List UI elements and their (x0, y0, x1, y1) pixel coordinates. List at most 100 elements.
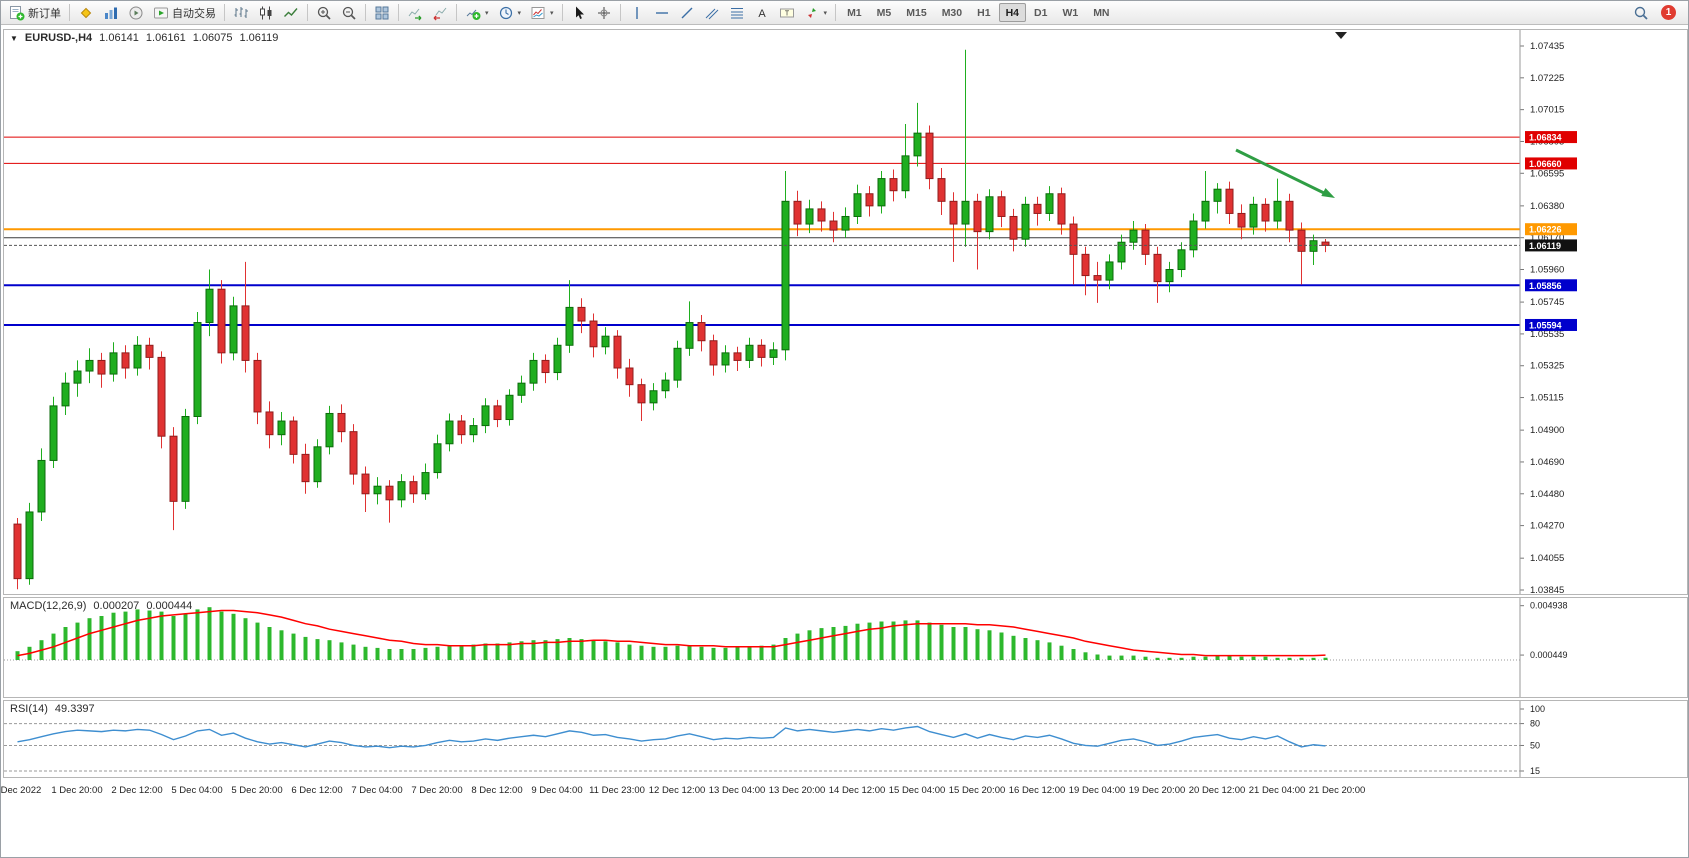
rsi-tick-label: 100 (1530, 704, 1545, 714)
hline-1.05594[interactable]: 1.05594 (4, 318, 1577, 331)
chart-shift-marker[interactable] (1335, 32, 1347, 39)
autotrading-button[interactable]: 自动交易 (149, 3, 220, 23)
auto-scroll-button[interactable] (403, 3, 427, 23)
candle (493, 399, 502, 428)
candle-body (877, 178, 886, 207)
macd-panel[interactable]: 0.004938 0.000449 MACD(12,26,9) 0.000207 … (3, 597, 1688, 698)
macd-bar (723, 647, 728, 660)
macd-bar (87, 618, 92, 660)
macd-bar (879, 621, 884, 660)
candle-body (169, 435, 178, 502)
timeframe-m30-button[interactable]: M30 (941, 6, 963, 19)
timeframe-h1-button[interactable]: H1 (977, 6, 991, 19)
candle-body (349, 431, 358, 475)
market-watch-button[interactable] (99, 3, 123, 23)
candle-body (937, 178, 946, 202)
candle (397, 474, 406, 508)
cursor-button[interactable] (567, 3, 591, 23)
trendline-button[interactable] (675, 3, 699, 23)
price-tick-label: 1.04270 (1530, 521, 1564, 532)
rsi-svg[interactable]: 100 80 50 15 (4, 701, 1687, 777)
templates-button[interactable]: ▾ (526, 3, 558, 23)
macd-bar (915, 620, 920, 660)
candle-body (37, 459, 46, 513)
collapse-icon[interactable]: ▼ (10, 33, 18, 43)
macd-svg[interactable]: 0.004938 0.000449 (4, 598, 1687, 697)
macd-bar (75, 622, 80, 660)
candle (1021, 196, 1030, 247)
crosshair-button[interactable] (592, 3, 616, 23)
macd-bar (735, 646, 740, 660)
timeframe-d1-button[interactable]: D1 (1034, 6, 1048, 19)
candle-body (553, 344, 562, 374)
hline-1.06660[interactable]: 1.06660 (4, 157, 1577, 170)
time-label: 9 Dec 04:00 (531, 785, 583, 796)
candle (229, 296, 238, 361)
candle (613, 330, 622, 379)
equidistant-channel-button[interactable] (700, 3, 724, 23)
chart-shift-button[interactable] (428, 3, 452, 23)
notification-badge[interactable]: 1 (1661, 5, 1676, 20)
candle-body (1009, 215, 1018, 240)
candle-body (49, 405, 58, 461)
timeframe-h4-button[interactable]: H4 (998, 3, 1026, 22)
macd-bar (603, 641, 608, 660)
candle (169, 427, 178, 531)
line-chart-button[interactable] (279, 3, 303, 23)
timeframe-m15-button[interactable]: M15 (906, 6, 927, 19)
price-tick-label: 1.06595 (1530, 168, 1564, 179)
new-order-button[interactable]: 新订单 (5, 3, 65, 23)
timeframe-w1-button[interactable]: W1 (1062, 6, 1079, 19)
arrows-button[interactable]: ▾ (800, 3, 832, 23)
vertical-line-button[interactable] (625, 3, 649, 23)
strategy-tester-button[interactable] (124, 3, 148, 23)
price-tick-label: 1.05960 (1530, 265, 1564, 276)
macd-bar (615, 642, 620, 660)
candle-body (133, 344, 142, 369)
candle (109, 342, 118, 382)
time-axis[interactable]: 1 Dec 2022 1 Dec 20:00 2 Dec 12:00 5 Dec 04… (1, 780, 1688, 802)
fibonacci-button[interactable] (725, 3, 749, 23)
price-scale[interactable]: 1.074351.072251.070151.068051.065951.063… (1520, 41, 1564, 594)
candlestick-chart-button[interactable] (254, 3, 278, 23)
macd-bar (291, 633, 296, 660)
candle-body (901, 155, 910, 192)
annotation-arrow[interactable] (1235, 148, 1335, 198)
rsi-panel[interactable]: 100 80 50 15 RSI(14) 49.3397 (3, 700, 1688, 778)
macd-bar (711, 647, 716, 660)
search-button[interactable] (1629, 3, 1653, 23)
periods-button[interactable]: ▾ (494, 3, 526, 23)
price-tick-label: 1.05745 (1530, 297, 1564, 308)
hline-1.06834[interactable]: 1.06834 (4, 131, 1577, 144)
indicators-button[interactable]: ▾ (461, 3, 493, 23)
arrow-line[interactable] (1235, 148, 1327, 196)
hline-1.06226[interactable]: 1.06226 (4, 223, 1577, 236)
price-line-label-box (1525, 318, 1577, 331)
text-label-button[interactable]: T (775, 3, 799, 23)
text-button[interactable]: A (750, 3, 774, 23)
time-label: 11 Dec 23:00 (589, 785, 645, 796)
macd-bar (411, 649, 416, 660)
horizontal-line-button[interactable] (650, 3, 674, 23)
candle-body (541, 359, 550, 374)
macd-bar (171, 616, 176, 660)
candle (829, 211, 838, 243)
time-label: 1 Dec 20:00 (51, 785, 103, 796)
zoom-out-button[interactable] (337, 3, 361, 23)
metaeditor-button[interactable] (74, 3, 98, 23)
timeframe-m5-button[interactable]: M5 (876, 6, 892, 19)
zoom-in-button[interactable] (312, 3, 336, 23)
macd-bar (1215, 655, 1220, 660)
candle (133, 336, 142, 376)
timeframe-mn-button[interactable]: MN (1093, 6, 1110, 19)
candle-body (577, 306, 586, 322)
candle-body (241, 305, 250, 361)
fibonacci-icon (729, 5, 745, 21)
timeframe-m1-button[interactable]: M1 (847, 6, 862, 19)
price-chart-svg[interactable]: 1.074351.072251.070151.068051.065951.063… (4, 30, 1687, 594)
price-chart-panel[interactable]: 1.074351.072251.070151.068051.065951.063… (3, 29, 1688, 595)
hline-1.05856[interactable]: 1.05856 (4, 279, 1577, 292)
bar-chart-button[interactable] (229, 3, 253, 23)
candle (625, 358, 634, 397)
tile-windows-button[interactable] (370, 3, 394, 23)
